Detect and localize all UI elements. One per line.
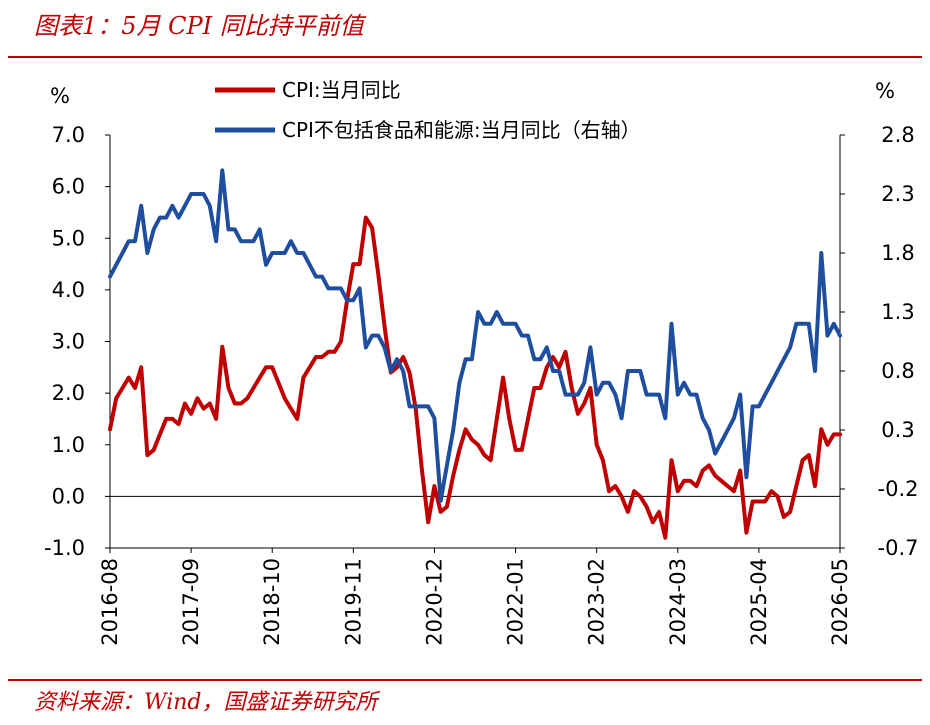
right-tick-label: 1.8 [881,241,914,265]
title-rule [8,56,922,58]
right-tick-label: 2.3 [881,182,914,206]
line-chart: CPI:当月同比 CPI不包括食品和能源:当月同比（右轴） 7.0 6.0 5.0 4.… [44,78,918,646]
left-tick-label: 2.0 [52,381,85,405]
right-tick-label: -0.7 [878,536,919,560]
right-tick-label: 0.8 [881,359,914,383]
right-tick-label: -0.2 [878,477,919,501]
x-tick-label: 2022-01 [504,558,528,646]
left-tick-label: -1.0 [44,536,85,560]
left-tick-label: 0.0 [52,484,85,508]
chart-axes: 7.0 6.0 5.0 4.0 3.0 2.0 1.0 0.0 -1.0 2.8 2.3 1.8 1.3… [44,79,918,646]
left-tick-label: 4.0 [52,278,85,302]
figure-title: 图表1：5月 CPI 同比持平前值 [34,12,364,40]
legend-label-cpi: CPI:当月同比 [282,78,401,102]
x-tick-label: 2017-09 [179,558,203,646]
x-tick-label: 2019-11 [341,558,365,646]
legend-label-core-cpi: CPI不包括食品和能源:当月同比（右轴） [282,118,641,142]
x-tick-label: 2025-04 [747,558,771,646]
right-tick-label: 1.3 [881,300,914,324]
left-tick-label: 3.0 [52,330,85,354]
right-axis-unit: % [875,79,895,103]
chart-series [108,168,842,540]
left-tick-label: 7.0 [52,123,85,147]
x-tick-label: 2023-02 [585,558,609,646]
x-tick-label: 2020-12 [422,558,446,646]
right-tick-label: 2.8 [881,123,914,147]
x-tick-label: 2026-05 [828,558,852,646]
left-axis-unit: % [50,84,70,108]
left-tick-label: 6.0 [52,175,85,199]
chart-legend: CPI:当月同比 CPI不包括食品和能源:当月同比（右轴） [215,78,641,142]
cpi-series-line [108,215,842,540]
left-tick-label: 1.0 [52,433,85,457]
right-tick-label: 0.3 [881,418,914,442]
x-tick-label: 2018-10 [260,558,284,646]
x-tick-label: 2016-08 [98,558,122,646]
x-tick-label: 2024-03 [666,558,690,646]
source-rule [8,679,922,681]
core-cpi-series-line [108,168,842,503]
left-tick-label: 5.0 [52,226,85,250]
figure-source: 资料来源：Wind，国盛证券研究所 [34,690,378,715]
